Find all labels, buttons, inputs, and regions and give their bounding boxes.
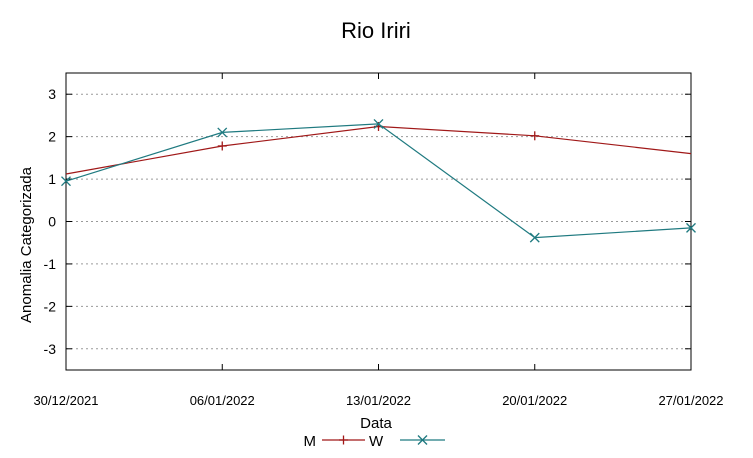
x-tick-label: 13/01/2022 — [346, 393, 411, 408]
x-tick-label: 30/12/2021 — [33, 393, 98, 408]
grid-lines — [66, 93, 691, 350]
legend-label-m: M — [304, 433, 317, 450]
x-axis-ticks: 30/12/2021 06/01/2022 13/01/2022 20/01/2022… — [33, 73, 724, 408]
data-point-w — [61, 176, 71, 187]
data-point-w — [529, 232, 540, 243]
x-tick-label: 27/01/2022 — [658, 393, 723, 408]
data-point-m — [217, 141, 227, 151]
legend-label-w: W — [369, 433, 384, 450]
series-line-m — [65, 125, 692, 175]
y-tick-label: 1 — [48, 171, 56, 187]
data-point-w — [373, 118, 384, 129]
y-tick-label: -3 — [44, 341, 57, 357]
x-tick-label: 20/01/2022 — [502, 393, 567, 408]
series-group — [61, 118, 696, 243]
data-point-w — [217, 127, 228, 138]
x-tick-label: 06/01/2022 — [190, 393, 255, 408]
y-axis-label: Anomalia Categorizada — [18, 166, 35, 323]
y-tick-label: -2 — [44, 298, 57, 314]
legend-marker-glyph — [417, 435, 428, 445]
legend-marker-glyph — [339, 435, 348, 445]
y-tick-label: 3 — [48, 86, 56, 102]
y-tick-label: -1 — [44, 256, 57, 272]
chart-title: Rio Iriri — [341, 18, 411, 43]
data-point-m — [530, 131, 540, 141]
x-axis-label: Data — [360, 415, 392, 432]
y-tick-label: 0 — [48, 214, 56, 230]
series-line-w — [65, 123, 692, 239]
y-tick-label: 2 — [48, 129, 56, 145]
data-point-w — [686, 222, 696, 233]
y-axis-ticks: 3 2 1 0 -1 -2 -3 — [44, 86, 691, 357]
legend: M W — [304, 433, 445, 450]
legend-marker-m — [339, 435, 348, 445]
legend-marker-w — [417, 435, 428, 445]
